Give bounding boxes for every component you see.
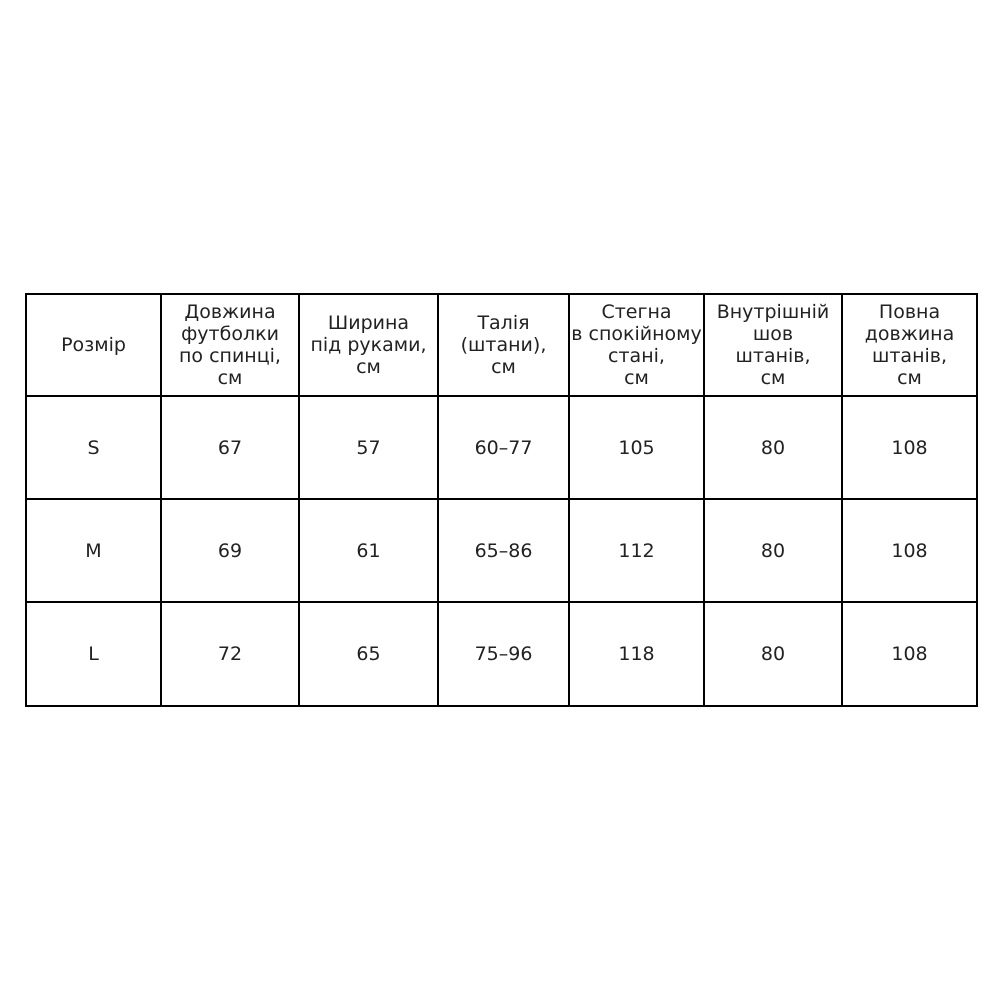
header-cell-tshirt-length: Довжина футболки по спинці, см: [160, 293, 300, 397]
table-cell: 69: [160, 498, 300, 603]
table-row-s: S 67 57 60–77 105 80 108: [25, 395, 978, 500]
table-cell: 112: [568, 498, 705, 603]
size-label-cell: S: [25, 395, 162, 500]
header-row: Розмір Довжина футболки по спинці, см Ши…: [25, 293, 978, 397]
header-cell-hips: Стегна в спокійному стані, см: [568, 293, 705, 397]
table-row-m: M 69 61 65–86 112 80 108: [25, 498, 978, 603]
header-cell-pants-full-length: Повна довжина штанів, см: [841, 293, 978, 397]
table-cell: 108: [841, 498, 978, 603]
table-cell: 67: [160, 395, 300, 500]
table-cell: 108: [841, 601, 978, 707]
header-cell-waist: Талія (штани), см: [437, 293, 570, 397]
table-cell: 61: [298, 498, 439, 603]
table-cell: 60–77: [437, 395, 570, 500]
table-cell: 80: [703, 498, 843, 603]
size-label-cell: L: [25, 601, 162, 707]
size-chart-table: Розмір Довжина футболки по спинці, см Ши…: [25, 293, 978, 707]
header-cell-size: Розмір: [25, 293, 162, 397]
table-cell: 80: [703, 395, 843, 500]
table-cell: 80: [703, 601, 843, 707]
table-cell: 105: [568, 395, 705, 500]
size-label-cell: M: [25, 498, 162, 603]
table-cell: 72: [160, 601, 300, 707]
table-cell: 65–86: [437, 498, 570, 603]
table-row-l: L 72 65 75–96 118 80 108: [25, 601, 978, 707]
table-cell: 75–96: [437, 601, 570, 707]
header-cell-inseam: Внутрішній шов штанів, см: [703, 293, 843, 397]
table-cell: 57: [298, 395, 439, 500]
table-cell: 108: [841, 395, 978, 500]
table-cell: 65: [298, 601, 439, 707]
header-cell-underarm-width: Ширина під руками, см: [298, 293, 439, 397]
table-cell: 118: [568, 601, 705, 707]
